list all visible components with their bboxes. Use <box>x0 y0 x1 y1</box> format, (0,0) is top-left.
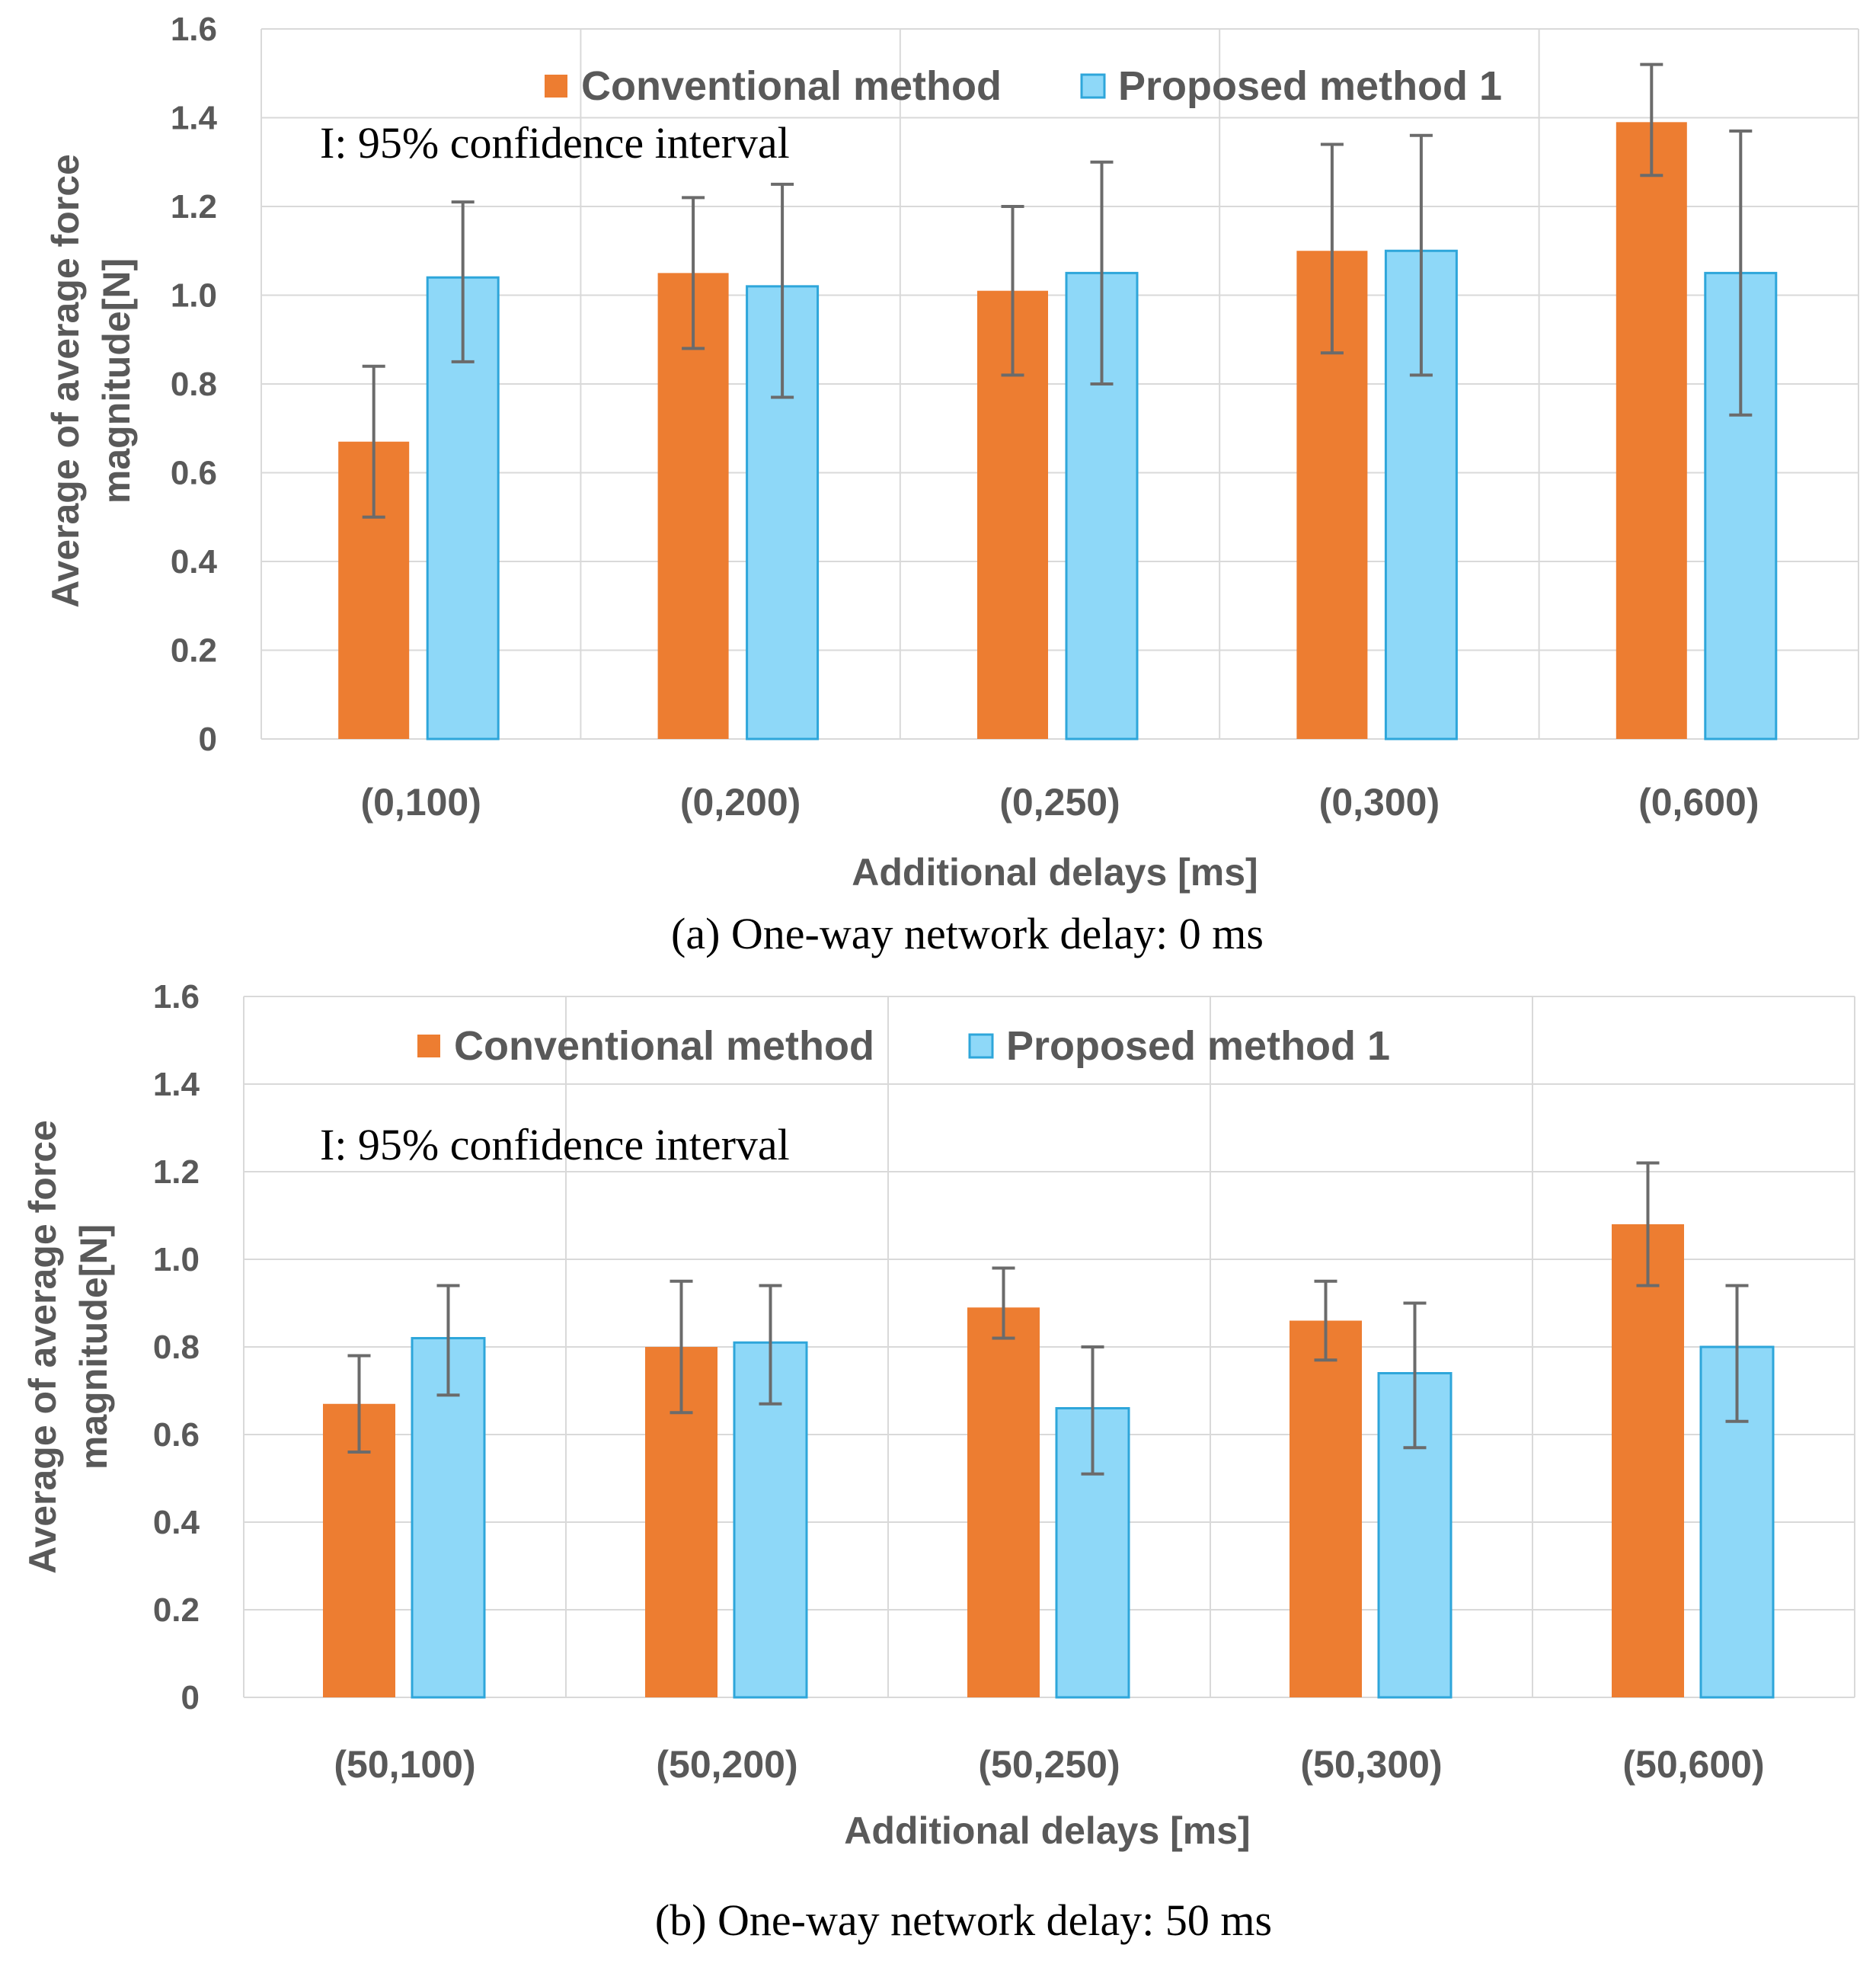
y-tick-label: 1.6 <box>171 11 217 48</box>
chart-a-caption: (a) One-way network delay: 0 ms <box>671 909 1264 958</box>
y-tick-label: 1.2 <box>171 188 217 226</box>
chart-a-legend-swatch-proposed <box>1080 73 1106 99</box>
y-tick-label: 1.4 <box>153 1066 200 1103</box>
y-tick-label: 0.8 <box>153 1329 200 1366</box>
chart-a-legend-label-conventional: Conventional method <box>581 63 1002 109</box>
y-tick-label: 0 <box>181 1679 200 1716</box>
chart-b-error-bars <box>347 1161 1749 1476</box>
y-tick-label: 1.0 <box>153 1241 200 1278</box>
bar-proposed <box>411 1337 486 1699</box>
chart-a-x-axis-label: Additional delays [ms] <box>852 851 1258 894</box>
x-tick-label: (0,200) <box>680 781 801 824</box>
y-tick-label: 1.4 <box>171 100 218 137</box>
x-tick-label: (0,300) <box>1319 781 1440 824</box>
chart-b-y-axis-label-line2: magnitude[N] <box>72 1224 115 1470</box>
chart-a-y-axis-label-line1: Average of average force <box>44 154 87 608</box>
chart-b-y-ticks: 0 0.2 0.4 0.6 0.8 1.0 1.2 1.4 1.6 <box>153 978 200 1716</box>
chart-b-confidence-note: I: 95% confidence interval <box>320 1120 790 1169</box>
chart-a-y-axis-label-line2: magnitude[N] <box>95 258 138 504</box>
x-tick-label: (0,600) <box>1638 781 1759 824</box>
y-tick-label: 0.6 <box>153 1416 200 1454</box>
bar-conventional <box>1612 1224 1684 1697</box>
x-tick-label: (0,100) <box>360 781 481 824</box>
chart-b-bars <box>323 1224 1775 1699</box>
chart-b-gridlines <box>243 996 1855 1698</box>
chart-a-error-bars <box>362 62 1753 519</box>
y-tick-label: 1.6 <box>153 978 200 1016</box>
y-tick-label: 0.6 <box>171 455 217 492</box>
y-tick-label: 0.4 <box>153 1504 200 1541</box>
chart-b-legend-label-proposed: Proposed method 1 <box>1006 1023 1390 1069</box>
x-tick-label: (50,200) <box>656 1743 797 1786</box>
chart-b-y-axis-label-line1: Average of average force <box>21 1120 64 1574</box>
x-tick-label: (50,300) <box>1300 1743 1442 1786</box>
chart-a-gridlines <box>260 28 1859 740</box>
bar-conventional <box>967 1307 1040 1697</box>
chart-b-caption: (b) One-way network delay: 50 ms <box>655 1895 1272 1945</box>
y-tick-label: 1.0 <box>171 277 217 315</box>
chart-a-legend-label-proposed: Proposed method 1 <box>1118 63 1502 109</box>
x-tick-label: (50,600) <box>1622 1743 1764 1786</box>
y-tick-label: 0.8 <box>171 366 217 403</box>
x-tick-label: (0,250) <box>999 781 1120 824</box>
bar-conventional <box>1616 122 1687 739</box>
chart-b-legend: Conventional method Proposed method 1 <box>417 1023 1390 1069</box>
chart-a-y-ticks: 0 0.2 0.4 0.6 0.8 1.0 1.2 1.4 1.6 <box>171 11 218 758</box>
chart-b-legend-label-conventional: Conventional method <box>454 1023 874 1069</box>
chart-b-legend-swatch-proposed <box>968 1033 994 1059</box>
y-tick-label: 0.4 <box>171 543 218 581</box>
chart-a-legend-swatch-conventional <box>545 75 567 98</box>
chart-a-bars <box>338 122 1778 740</box>
y-tick-label: 0.2 <box>153 1591 200 1629</box>
bar-conventional <box>657 273 729 739</box>
chart-a-x-ticks: (0,100) (0,200) (0,250) (0,300) (0,600) <box>360 781 1759 824</box>
chart-a-confidence-note: I: 95% confidence interval <box>320 118 790 168</box>
chart-b: 0 0.2 0.4 0.6 0.8 1.0 1.2 1.4 1.6 (50,100) (50,20… <box>21 978 1855 1945</box>
y-tick-label: 0.2 <box>171 632 217 670</box>
bar-conventional <box>1290 1320 1362 1697</box>
y-tick-label: 1.2 <box>153 1153 200 1191</box>
x-tick-label: (50,250) <box>978 1743 1120 1786</box>
chart-a: 0 0.2 0.4 0.6 0.8 1.0 1.2 1.4 1.6 (0,100) (0,200)… <box>44 11 1859 958</box>
chart-b-x-ticks: (50,100) (50,200) (50,250) (50,300) (50,600) <box>334 1743 1764 1786</box>
y-tick-label: 0 <box>199 721 217 758</box>
chart-a-legend: Conventional method Proposed method 1 <box>545 63 1502 109</box>
x-tick-label: (50,100) <box>334 1743 475 1786</box>
chart-b-x-axis-label: Additional delays [ms] <box>844 1809 1250 1852</box>
chart-b-legend-swatch-conventional <box>417 1035 440 1057</box>
